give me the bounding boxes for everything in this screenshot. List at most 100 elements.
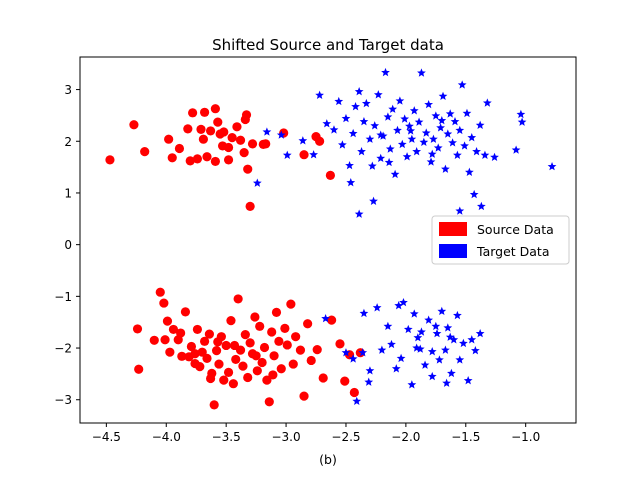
y-tick-label: −3 xyxy=(54,393,72,407)
source-data-point xyxy=(282,340,292,350)
source-data-point xyxy=(280,323,290,333)
x-tick-label: −2.0 xyxy=(391,430,420,444)
y-tick-label: −1 xyxy=(54,290,72,304)
target-data-point xyxy=(354,87,364,96)
target-data-point xyxy=(364,377,374,386)
target-data-point xyxy=(376,130,386,139)
source-data-point xyxy=(240,330,250,340)
source-data-point xyxy=(214,359,224,369)
target-data-point xyxy=(334,96,344,106)
source-data-point xyxy=(190,349,200,359)
target-data-point xyxy=(315,90,324,99)
target-data-point xyxy=(388,104,398,113)
target-data-point xyxy=(441,164,450,173)
target-data-point xyxy=(420,360,430,369)
target-data-point xyxy=(403,324,413,334)
source-data-point xyxy=(192,154,203,164)
target-data-point xyxy=(370,121,380,130)
source-data-point xyxy=(155,287,165,297)
target-data-point xyxy=(348,128,358,138)
target-data-point xyxy=(409,106,419,115)
target-data-point xyxy=(348,354,358,363)
target-data-point xyxy=(262,127,272,136)
target-data-point xyxy=(450,117,460,126)
plot-marks xyxy=(105,67,557,410)
target-data-point xyxy=(406,126,416,135)
source-data-point xyxy=(243,164,253,174)
target-data-point xyxy=(465,167,474,176)
source-data-point xyxy=(211,346,222,356)
source-data-point xyxy=(199,107,210,117)
target-data-point xyxy=(447,368,456,378)
source-data-point xyxy=(213,117,223,127)
target-data-point xyxy=(426,157,436,166)
target-data-point xyxy=(443,323,453,332)
source-data-point xyxy=(228,379,238,389)
target-data-point xyxy=(437,306,447,316)
target-data-point xyxy=(352,396,362,406)
source-data-point xyxy=(188,108,198,118)
target-data-point xyxy=(415,344,425,353)
source-data-point xyxy=(268,370,278,380)
source-data-point xyxy=(238,361,248,371)
source-data-point xyxy=(195,362,205,372)
source-data-point xyxy=(202,152,212,162)
legend-label-target: Target Data xyxy=(476,244,550,259)
source-data-point xyxy=(164,134,174,144)
source-data-point xyxy=(240,114,250,125)
target-data-point xyxy=(393,125,402,135)
target-data-point xyxy=(399,297,408,307)
legend-label-source: Source Data xyxy=(477,222,554,237)
x-tick-label: −2.5 xyxy=(331,430,360,444)
target-data-point xyxy=(475,120,485,129)
source-data-point xyxy=(223,367,234,377)
target-data-point xyxy=(417,327,426,336)
target-data-point xyxy=(338,140,347,149)
source-data-point xyxy=(325,170,335,180)
source-data-point xyxy=(198,134,209,144)
target-data-point xyxy=(341,348,351,357)
x-tick-label: −1.5 xyxy=(451,430,480,444)
source-data-point xyxy=(196,124,206,134)
target-data-point xyxy=(435,355,444,364)
source-data-point xyxy=(335,339,345,349)
source-data-point xyxy=(303,319,313,329)
source-data-point xyxy=(233,294,243,304)
source-data-point xyxy=(326,315,337,325)
source-data-point xyxy=(219,375,229,385)
y-tick-label: 3 xyxy=(64,83,72,97)
target-data-point xyxy=(424,315,434,324)
target-data-point xyxy=(480,150,490,159)
source-data-point xyxy=(205,373,216,384)
target-data-point xyxy=(421,128,431,137)
legend: Source Data Target Data xyxy=(431,215,570,265)
target-data-point xyxy=(361,98,371,108)
source-data-point xyxy=(239,148,249,158)
target-data-point xyxy=(431,321,441,331)
source-data-point xyxy=(160,335,170,345)
source-data-point xyxy=(318,373,328,383)
target-data-point xyxy=(351,102,360,111)
target-data-point xyxy=(395,96,405,105)
source-data-point xyxy=(247,139,258,149)
source-data-point xyxy=(149,335,159,345)
target-data-point xyxy=(391,364,401,373)
target-data-point xyxy=(321,313,330,323)
target-data-point xyxy=(384,157,394,167)
target-data-point xyxy=(432,328,442,338)
target-data-point xyxy=(407,134,417,143)
target-data-point xyxy=(345,160,354,170)
target-data-point xyxy=(282,150,292,159)
x-tick-label: −3.5 xyxy=(212,430,241,444)
source-data-point xyxy=(229,340,240,351)
target-data-point xyxy=(459,338,468,348)
source-data-point xyxy=(274,336,284,346)
source-data-point xyxy=(291,332,301,342)
target-data-point xyxy=(322,119,332,128)
target-data-point xyxy=(424,99,434,109)
target-data-point xyxy=(462,108,472,118)
target-data-point xyxy=(445,332,455,341)
target-data-point xyxy=(369,196,378,205)
x-axis-label: (b) xyxy=(319,452,337,467)
source-data-point xyxy=(245,338,255,348)
